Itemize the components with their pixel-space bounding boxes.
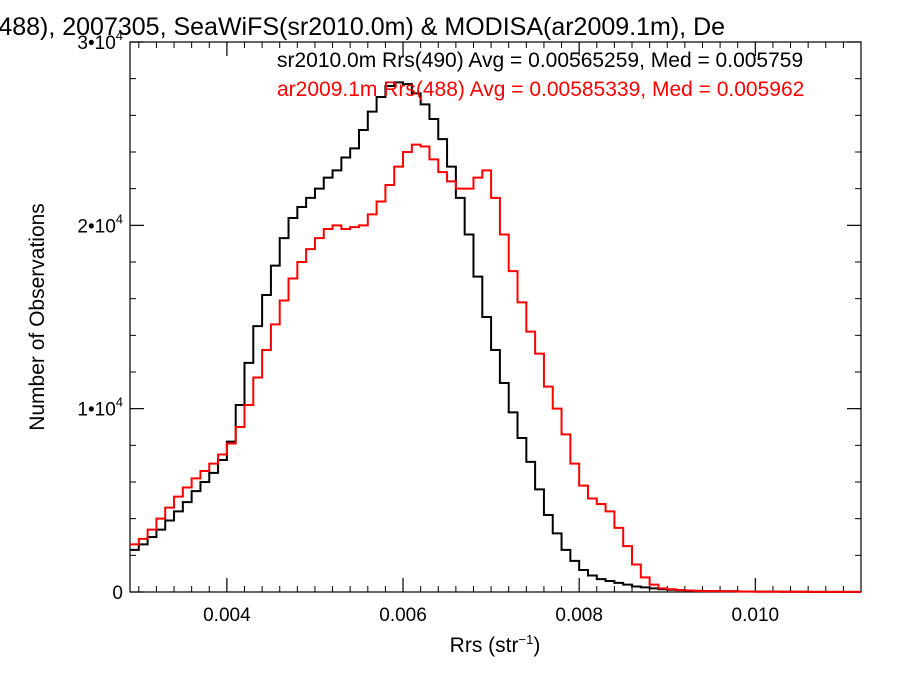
series-1-line [130,143,861,593]
x-axis-label: Rrs (str−1) [450,632,541,657]
x-tick-label: 0.004 [203,605,251,626]
y-tick-label-exp: 4 [116,395,123,410]
chart-title: (488), 2007305, SeaWiFS(sr2010.0m) & MOD… [0,13,725,41]
x-axis-label-main: Rrs (str [450,634,519,657]
x-tick-label: 0.006 [379,605,427,626]
y-tick-label: 0 [112,583,123,604]
y-tick-label-base: 2•10 [77,216,115,237]
y-tick-label-base: 0 [112,583,123,604]
x-tick-label: 0.008 [555,605,603,626]
annotation-red: ar2009.1m Rrs(488) Avg = 0.00585339, Med… [277,78,804,101]
y-tick-label: 3•104 [77,28,123,54]
y-tick-label-base: 3•10 [77,33,115,54]
plot-frame [129,41,862,593]
x-axis-label-sup: −1 [519,632,534,647]
annotation-black: sr2010.0m Rrs(490) Avg = 0.00565259, Med… [277,49,803,72]
y-tick-label: 1•104 [77,395,123,421]
y-axis-label: Number of Observations [26,203,49,431]
y-tick-label-base: 1•10 [77,400,115,421]
y-tick-label-exp: 4 [116,28,123,43]
x-axis-label-close: ) [533,634,540,657]
x-tick-label: 0.010 [732,605,780,626]
y-tick-label-exp: 4 [116,211,123,226]
y-tick-label: 2•104 [77,211,123,237]
